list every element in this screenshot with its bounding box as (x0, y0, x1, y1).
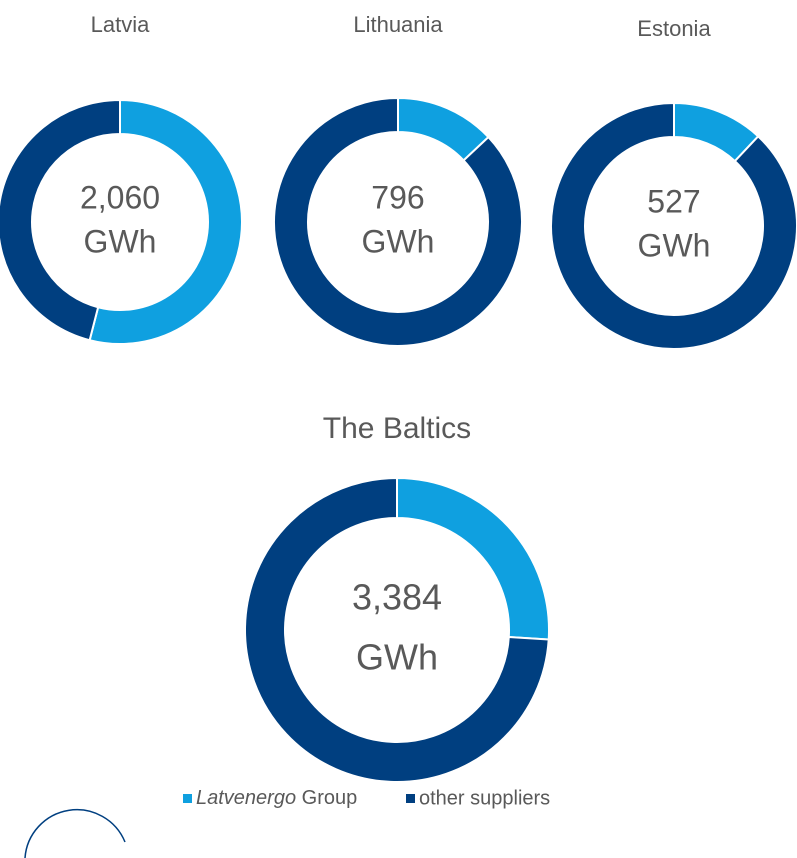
legend-label: other suppliers (419, 787, 550, 809)
center-label: GWh (362, 223, 435, 259)
legend-swatch (183, 794, 192, 803)
chart-title: The Baltics (323, 412, 471, 445)
chart-title: Lithuania (353, 12, 443, 37)
legend-swatch (406, 794, 415, 803)
chart-title: Latvia (91, 12, 150, 37)
legend-label: Latvenergo Group (196, 787, 357, 809)
donut-segment (244, 476, 550, 783)
logo-arc (24, 808, 126, 858)
center-label: 3,384 (352, 577, 442, 618)
donut-segment (550, 101, 797, 350)
center-label: GWh (638, 227, 711, 263)
center-label: 2,060 (80, 179, 160, 215)
donut-segment (0, 98, 121, 342)
center-label: GWh (84, 223, 157, 259)
donut-segment (273, 96, 523, 347)
center-label: GWh (356, 637, 438, 678)
center-label: 527 (647, 183, 700, 219)
donut-segment (88, 98, 243, 345)
chart-title: Estonia (637, 16, 711, 41)
center-label: 796 (371, 179, 424, 215)
